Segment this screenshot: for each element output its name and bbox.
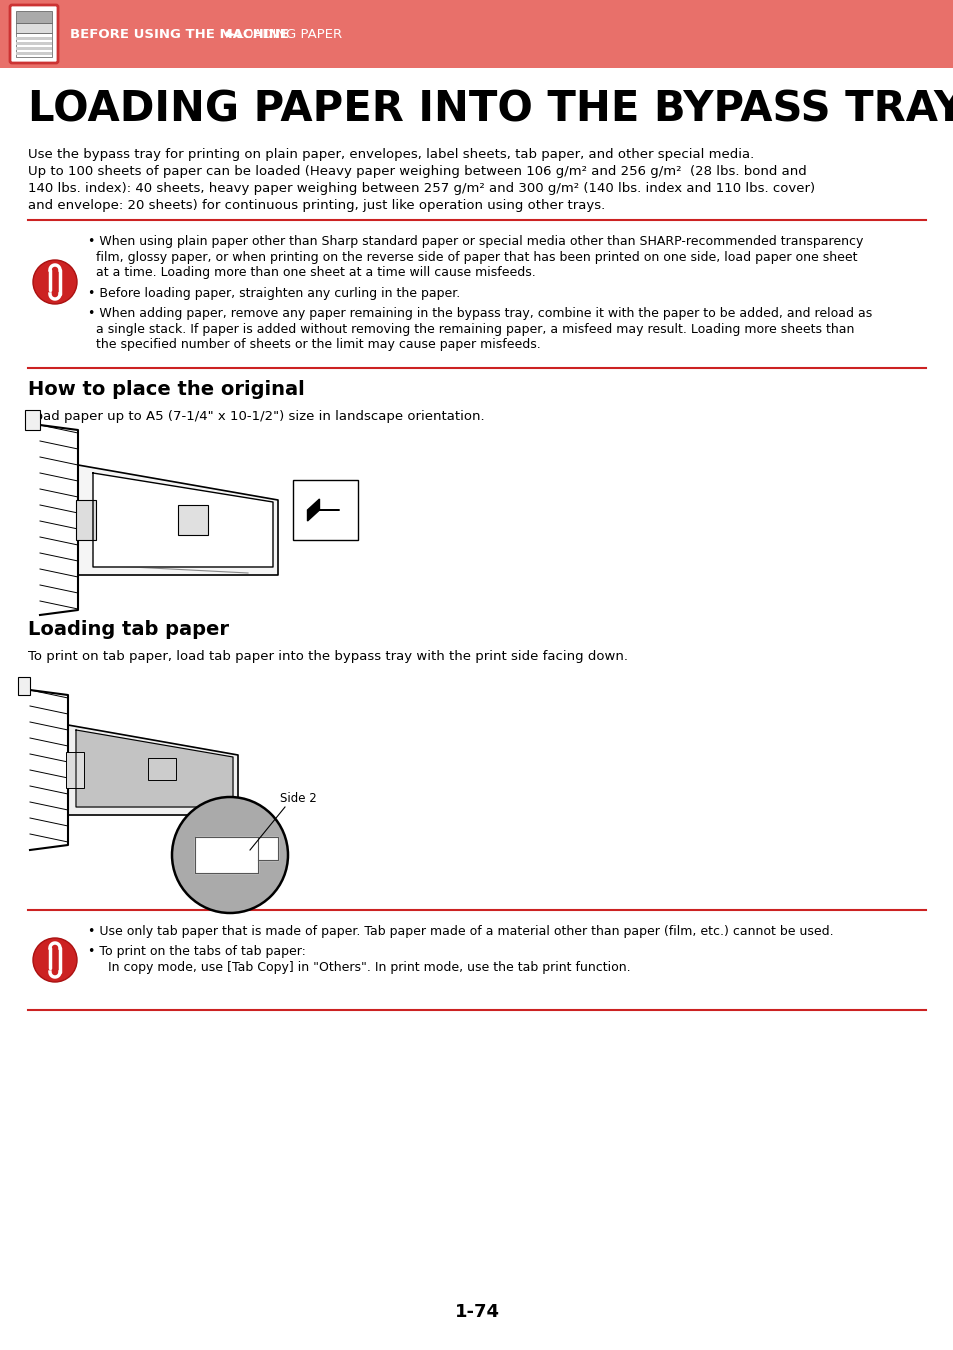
Bar — [16, 32, 52, 57]
Text: the specified number of sheets or the limit may cause paper misfeeds.: the specified number of sheets or the li… — [88, 338, 540, 351]
Text: • When adding paper, remove any paper remaining in the bypass tray, combine it w: • When adding paper, remove any paper re… — [88, 306, 871, 320]
Bar — [16, 36, 52, 40]
Text: film, glossy paper, or when printing on the reverse side of paper that has been : film, glossy paper, or when printing on … — [88, 251, 857, 263]
Text: • Use only tab paper that is made of paper. Tab paper made of a material other t: • Use only tab paper that is made of pap… — [88, 925, 833, 938]
Text: • Before loading paper, straighten any curling in the paper.: • Before loading paper, straighten any c… — [88, 286, 459, 300]
Text: • To print on the tabs of tab paper:: • To print on the tabs of tab paper: — [88, 945, 306, 958]
FancyBboxPatch shape — [10, 5, 58, 63]
Circle shape — [33, 261, 77, 304]
Bar — [66, 752, 84, 788]
Text: Loading tab paper: Loading tab paper — [28, 620, 229, 639]
Polygon shape — [194, 837, 257, 873]
Text: How to place the original: How to place the original — [28, 379, 304, 400]
Bar — [16, 47, 52, 50]
Text: Up to 100 sheets of paper can be loaded (Heavy paper weighing between 106 g/m² a: Up to 100 sheets of paper can be loaded … — [28, 165, 806, 178]
Polygon shape — [257, 837, 277, 860]
Bar — [76, 500, 96, 540]
Text: In copy mode, use [Tab Copy] in "Others". In print mode, use the tab print funct: In copy mode, use [Tab Copy] in "Others"… — [88, 961, 630, 973]
Text: and envelope: 20 sheets) for continuous printing, just like operation using othe: and envelope: 20 sheets) for continuous … — [28, 198, 604, 212]
Polygon shape — [92, 472, 273, 567]
Text: • When using plain paper other than Sharp standard paper or special media other : • When using plain paper other than Shar… — [88, 235, 862, 248]
Text: at a time. Loading more than one sheet at a time will cause misfeeds.: at a time. Loading more than one sheet a… — [88, 266, 536, 279]
Text: a single stack. If paper is added without removing the remaining paper, a misfee: a single stack. If paper is added withou… — [88, 323, 854, 336]
Text: Use the bypass tray for printing on plain paper, envelopes, label sheets, tab pa: Use the bypass tray for printing on plai… — [28, 148, 754, 161]
Circle shape — [172, 796, 288, 913]
Bar — [25, 410, 40, 431]
Bar — [16, 11, 52, 23]
Text: Side 2: Side 2 — [280, 792, 316, 805]
Polygon shape — [307, 500, 339, 521]
Text: ►LOADING PAPER: ►LOADING PAPER — [226, 27, 342, 40]
Polygon shape — [76, 730, 233, 807]
Text: LOADING PAPER INTO THE BYPASS TRAY: LOADING PAPER INTO THE BYPASS TRAY — [28, 88, 953, 130]
Bar — [148, 757, 175, 780]
Text: Load paper up to A5 (7-1/4" x 10-1/2") size in landscape orientation.: Load paper up to A5 (7-1/4" x 10-1/2") s… — [28, 410, 484, 423]
Bar — [178, 505, 208, 535]
Bar — [16, 23, 52, 32]
Text: 140 lbs. index): 40 sheets, heavy paper weighing between 257 g/m² and 300 g/m² (: 140 lbs. index): 40 sheets, heavy paper … — [28, 182, 814, 194]
Bar — [16, 42, 52, 45]
Circle shape — [33, 938, 77, 981]
Text: BEFORE USING THE MACHINE: BEFORE USING THE MACHINE — [70, 27, 289, 40]
Bar — [0, 0, 953, 68]
Polygon shape — [68, 725, 237, 815]
Text: 1-74: 1-74 — [454, 1303, 499, 1322]
Bar — [293, 481, 357, 540]
Bar — [18, 676, 30, 695]
Bar — [16, 53, 52, 55]
Polygon shape — [78, 464, 277, 575]
Text: To print on tab paper, load tab paper into the bypass tray with the print side f: To print on tab paper, load tab paper in… — [28, 649, 627, 663]
